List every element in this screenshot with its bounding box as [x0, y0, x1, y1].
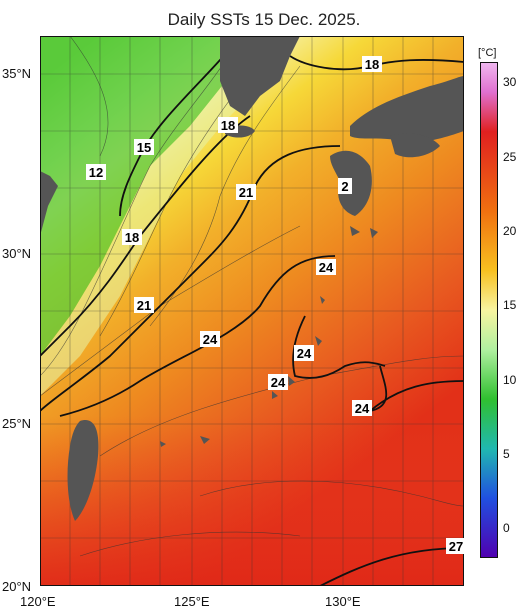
colorbar-fill [480, 62, 498, 558]
svg-text:21: 21 [137, 298, 151, 313]
contour-label-21-south: 21 [134, 297, 154, 313]
svg-text:24: 24 [319, 260, 334, 275]
contour-label-12: 12 [86, 164, 106, 180]
contour-label-18-coast: 18 [122, 229, 142, 245]
sst-map: 18 18 15 12 21 2 18 24 21 24 24 24 24 27 [40, 36, 464, 586]
contour-label-24-east: 24 [352, 400, 372, 416]
svg-text:18: 18 [365, 57, 379, 72]
osumi-isles [350, 226, 378, 238]
svg-text:18: 18 [221, 118, 235, 133]
svg-text:24: 24 [355, 401, 370, 416]
shikoku [390, 133, 440, 158]
colorbar-tick-15: 15 [503, 298, 517, 312]
contour-18b [40, 115, 251, 357]
taiwan [67, 420, 99, 521]
svg-text:12: 12 [89, 165, 103, 180]
contour-21 [40, 145, 341, 412]
contour-label-24-west: 24 [200, 331, 220, 347]
svg-text:24: 24 [271, 375, 286, 390]
contour-label-15: 15 [134, 139, 154, 155]
svg-text:18: 18 [125, 230, 139, 245]
svg-text:21: 21 [239, 185, 253, 200]
colorbar-unit: [°C] [478, 47, 497, 59]
land [40, 36, 464, 521]
colorbar-tick-25: 25 [503, 150, 517, 164]
map-title: Daily SSTs 15 Dec. 2025. [167, 10, 361, 29]
map-frame [40, 36, 464, 586]
lat-label-20n: 20°N [2, 579, 32, 594]
svg-text:24: 24 [297, 346, 312, 361]
contour-label-21-north: 21 [236, 184, 256, 200]
contour-label-27: 27 [446, 538, 464, 554]
contour-label-18-ne: 18 [362, 56, 382, 72]
colorbar-tick-30: 30 [503, 75, 517, 89]
colorbar-tick-20: 20 [503, 224, 517, 238]
colorbar-tick-0: 0 [503, 521, 510, 535]
colorbar [480, 62, 498, 558]
contour-label-18-jeju: 18 [218, 117, 238, 133]
contour-label-24-south: 24 [268, 374, 288, 390]
svg-text:24: 24 [203, 332, 218, 347]
lon-label-120e: 120°E [20, 594, 56, 609]
lat-label-35n: 35°N [2, 66, 32, 81]
contour-27 [319, 547, 464, 586]
colorbar-tick-10: 10 [503, 373, 517, 387]
lat-label-30n: 30°N [2, 246, 32, 261]
lat-label-25n: 25°N [2, 416, 32, 431]
china-coast [40, 171, 58, 236]
thin-contours [40, 36, 464, 557]
contour-label-24-north: 24 [316, 259, 336, 275]
lon-label-130e: 130°E [325, 594, 361, 609]
korea-peninsula [220, 36, 300, 116]
colorbar-tick-5: 5 [503, 447, 510, 461]
honshu-west [350, 76, 464, 143]
lon-label-125e: 125°E [174, 594, 210, 609]
svg-text:15: 15 [137, 140, 151, 155]
cool-band [40, 36, 300, 396]
svg-text:2: 2 [341, 179, 348, 194]
contour-label-2: 2 [338, 178, 352, 194]
contour-label-24-okinawa: 24 [294, 345, 314, 361]
svg-text:27: 27 [449, 539, 463, 554]
contour-labels: 18 18 15 12 21 2 18 24 21 24 24 24 24 27 [86, 56, 464, 554]
